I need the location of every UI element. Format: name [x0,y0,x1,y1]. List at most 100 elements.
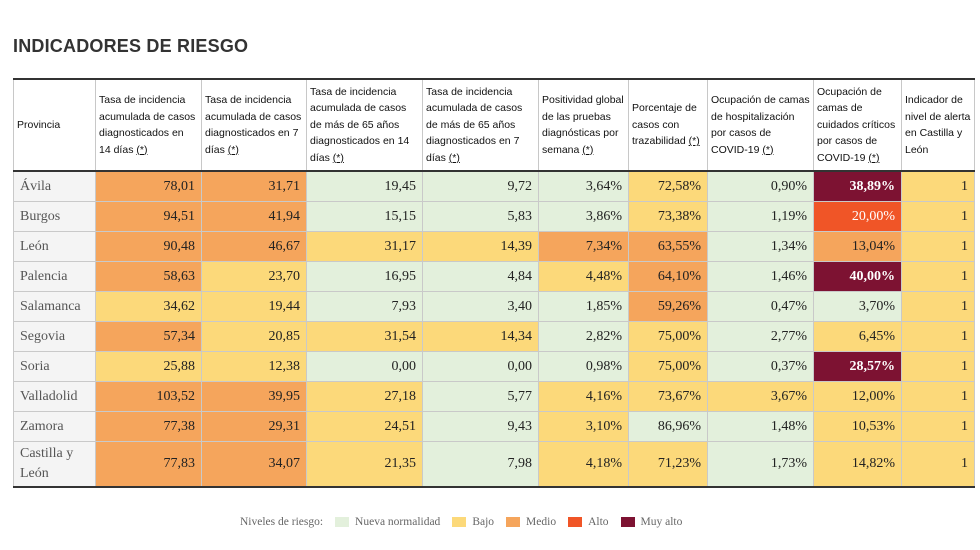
value-cell: 34,62 [95,291,202,322]
footnote-link[interactable]: (*) [688,135,700,148]
value-cell: 103,52 [95,381,202,412]
table-row: Segovia 57,34 20,85 31,54 14,34 2,82% 75,00% 2,… [13,321,975,352]
value-cell: 3,70% [813,291,902,322]
value-cell: 7,34% [538,231,629,262]
value-cell: 77,83 [95,441,202,488]
value-cell: 1,46% [707,261,814,292]
legend-item-nueva-normalidad: Nueva normalidad [335,516,440,528]
value-cell: 28,57% [813,351,902,382]
province-cell: Segovia [13,321,96,352]
value-cell: 4,48% [538,261,629,292]
value-cell: 73,67% [628,381,708,412]
province-cell: Zamora [13,411,96,442]
value-cell: 1 [901,291,975,322]
legend-item-label: Muy alto [640,516,683,528]
value-cell: 0,00 [422,351,539,382]
legend-label: Niveles de riesgo: [240,516,324,528]
value-cell: 16,95 [306,261,423,292]
value-cell: 75,00% [628,351,708,382]
header-nivel-alerta: Indicador de nivel de alerta en Castilla… [901,78,975,172]
header-ocupacion-hospital: Ocupación de camas de hospitalización po… [707,78,814,172]
value-cell: 34,07 [201,441,307,488]
value-cell: 7,98 [422,441,539,488]
value-cell: 1,85% [538,291,629,322]
table-row: Palencia 58,63 23,70 16,95 4,84 4,48% 64,10% 1,… [13,261,975,292]
value-cell: 3,86% [538,201,629,232]
footnote-link[interactable]: (*) [448,151,460,164]
page-title: INDICADORES DE RIESGO [13,36,249,56]
header-positividad: Positividad global de las pruebas diagnó… [538,78,629,172]
header-ocupacion-uci: Ocupación de camas de cuidados críticos … [813,78,902,172]
value-cell: 2,77% [707,321,814,352]
value-cell: 6,45% [813,321,902,352]
value-cell: 14,82% [813,441,902,488]
footnote-link[interactable]: (*) [582,143,594,156]
footnote-link[interactable]: (*) [762,143,774,156]
value-cell: 31,17 [306,231,423,262]
value-cell: 25,88 [95,351,202,382]
value-cell: 58,63 [95,261,202,292]
table-row: Soria 25,88 12,38 0,00 0,00 0,98% 75,00% 0,37% 2… [13,351,975,382]
value-cell: 72,58% [628,170,708,202]
value-cell: 90,48 [95,231,202,262]
province-cell: Palencia [13,261,96,292]
value-cell: 9,72 [422,170,539,202]
risk-indicators-table: Provincia Tasa de incidencia acumulada d… [13,78,975,488]
value-cell: 38,89% [813,170,902,202]
footnote-link[interactable]: (*) [868,151,880,164]
legend-item-label: Alto [588,516,609,528]
value-cell: 19,44 [201,291,307,322]
value-cell: 10,53% [813,411,902,442]
value-cell: 57,34 [95,321,202,352]
value-cell: 1,48% [707,411,814,442]
value-cell: 4,18% [538,441,629,488]
value-cell: 24,51 [306,411,423,442]
value-cell: 21,35 [306,441,423,488]
value-cell: 0,37% [707,351,814,382]
header-provincia: Provincia [13,78,96,172]
footnote-link[interactable]: (*) [332,151,344,164]
value-cell: 46,67 [201,231,307,262]
legend-swatch [506,517,521,527]
value-cell: 1 [901,170,975,202]
value-cell: 23,70 [201,261,307,292]
legend-swatch [568,517,583,527]
value-cell: 4,16% [538,381,629,412]
province-cell: León [13,231,96,262]
legend-item-label: Nueva normalidad [355,516,441,528]
value-cell: 5,77 [422,381,539,412]
value-cell: 15,15 [306,201,423,232]
value-cell: 3,40 [422,291,539,322]
province-cell: Burgos [13,201,96,232]
value-cell: 1 [901,411,975,442]
footnote-link[interactable]: (*) [136,143,148,156]
value-cell: 1 [901,351,975,382]
legend-item-bajo: Bajo [452,516,494,528]
legend-swatch [620,517,635,527]
value-cell: 12,00% [813,381,902,412]
province-cell: Castilla y León [13,441,96,488]
value-cell: 39,95 [201,381,307,412]
province-cell: Salamanca [13,291,96,322]
value-cell: 13,04% [813,231,902,262]
footnote-link[interactable]: (*) [227,143,239,156]
header-incidencia-14: Tasa de incidencia acumulada de casos di… [95,78,202,172]
value-cell: 1,34% [707,231,814,262]
table-row: Zamora 77,38 29,31 24,51 9,43 3,10% 86,96% 1,48… [13,411,975,442]
value-cell: 2,82% [538,321,629,352]
value-cell: 71,23% [628,441,708,488]
value-cell: 1 [901,381,975,412]
legend-item-label: Bajo [472,516,495,528]
header-row: Provincia Tasa de incidencia acumulada d… [13,78,975,172]
value-cell: 20,00% [813,201,902,232]
value-cell: 1 [901,441,975,488]
value-cell: 40,00% [813,261,902,292]
value-cell: 7,93 [306,291,423,322]
value-cell: 0,47% [707,291,814,322]
value-cell: 78,01 [95,170,202,202]
value-cell: 63,55% [628,231,708,262]
value-cell: 5,83 [422,201,539,232]
value-cell: 1 [901,231,975,262]
value-cell: 14,34 [422,321,539,352]
